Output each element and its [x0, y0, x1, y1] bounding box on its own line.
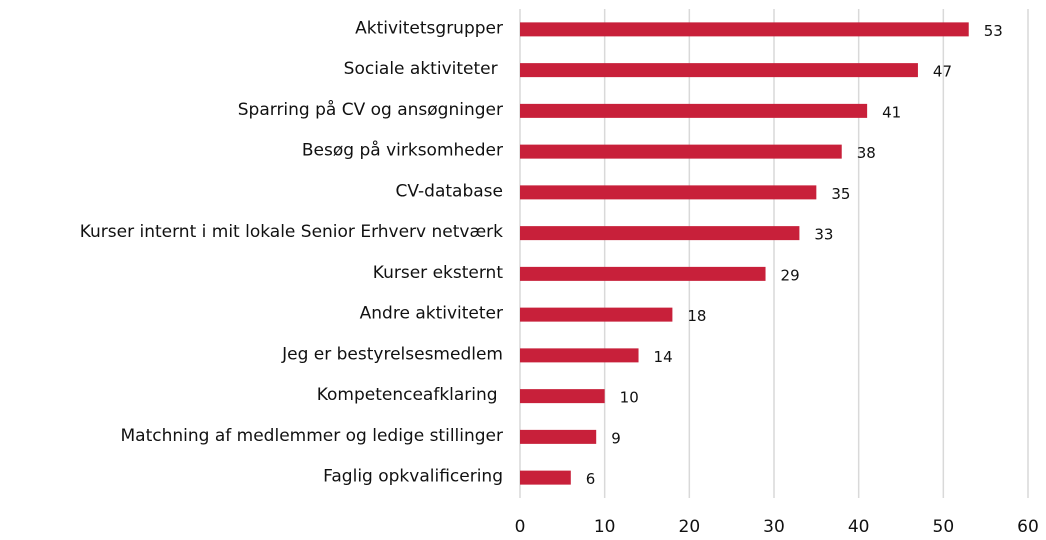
value-label: 47 — [933, 63, 952, 81]
x-tick-label: 30 — [763, 517, 785, 537]
x-tick-label: 50 — [933, 517, 955, 537]
bar — [520, 266, 766, 281]
value-label: 6 — [586, 470, 596, 488]
bar — [520, 185, 817, 200]
value-label: 35 — [831, 185, 850, 203]
x-tick-label: 20 — [679, 517, 701, 537]
y-tick-label: CV-database — [396, 181, 503, 201]
bar — [520, 144, 842, 159]
y-tick-label: Jeg er bestyrelsesmedlem — [281, 344, 503, 364]
y-tick-label: Kurser eksternt — [373, 263, 504, 283]
y-tick-label: Besøg på virksomheder — [302, 140, 503, 161]
bar — [520, 22, 969, 37]
value-label: 18 — [687, 307, 706, 325]
y-tick-label: Matchning af medlemmer og ledige stillin… — [121, 426, 503, 446]
bar — [520, 63, 918, 78]
value-label: 29 — [781, 266, 800, 284]
value-label: 9 — [611, 429, 621, 447]
bar — [520, 429, 597, 444]
x-tick-label: 10 — [594, 517, 616, 537]
value-label: 41 — [882, 103, 901, 121]
value-label: 38 — [857, 144, 876, 162]
value-label: 53 — [984, 22, 1003, 40]
y-tick-label: Sparring på CV og ansøgninger — [238, 99, 503, 120]
bar — [520, 103, 868, 118]
value-label: 33 — [814, 226, 833, 244]
y-tick-label: Kurser internt i mit lokale Senior Erhve… — [80, 222, 503, 242]
y-tick-label: Andre aktiviteter — [360, 304, 503, 324]
bar — [520, 307, 673, 322]
y-tick-label: Kompetenceafklaring — [317, 385, 503, 405]
x-tick-label: 0 — [515, 517, 526, 537]
bar — [520, 389, 605, 404]
bar — [520, 470, 571, 485]
y-tick-label: Aktivitetsgrupper — [355, 18, 503, 38]
value-label: 10 — [620, 389, 639, 407]
value-label: 14 — [654, 348, 673, 366]
bar — [520, 348, 639, 363]
y-tick-label: Sociale aktiviteter — [344, 59, 503, 79]
x-tick-label: 40 — [848, 517, 870, 537]
x-tick-label: 60 — [1017, 517, 1039, 537]
bar — [520, 226, 800, 241]
y-tick-label: Faglig opkvalificering — [323, 467, 503, 487]
